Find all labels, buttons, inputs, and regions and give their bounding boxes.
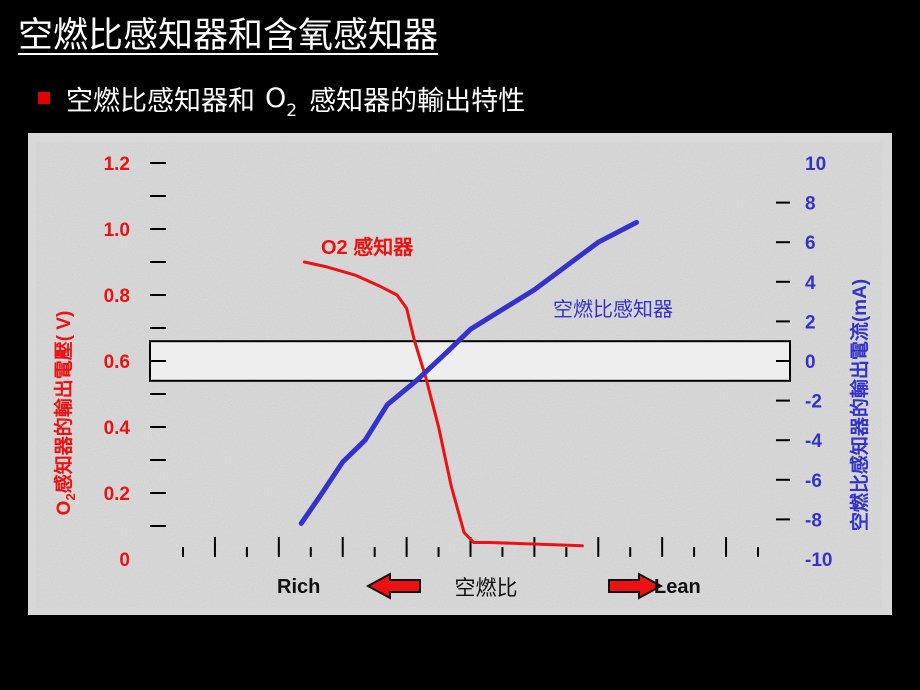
y-right-tick-label: -10 xyxy=(805,550,832,571)
bullet-text-suffix: 感知器的輸出特性 xyxy=(309,85,526,117)
bullet-formula-sub: 2 xyxy=(286,100,298,121)
y-left-tick-label: 0.4 xyxy=(104,418,131,439)
y-left-tick-label: 0.6 xyxy=(104,352,130,373)
y-right-tick-label: 0 xyxy=(805,352,816,373)
series-line-af xyxy=(298,219,640,526)
arrow-right-icon xyxy=(608,572,664,600)
bullet-square-icon xyxy=(38,92,50,104)
arrow-left-icon xyxy=(365,572,421,600)
x-axis-title: 空燃比 xyxy=(455,576,518,600)
bullet-text-prefix: 空燃比感知器和 xyxy=(66,85,255,117)
y-right-tick-label: 6 xyxy=(805,233,816,254)
y-right-tick-label: -4 xyxy=(805,431,822,452)
y-right-tick-label: 10 xyxy=(805,154,826,175)
y-left-tick-label: 0 xyxy=(119,550,130,571)
bullet-formula: O2 xyxy=(265,82,297,121)
y-right-axis-title: 空燃比感知器的輸出電流(mA) xyxy=(848,279,871,531)
series-label-af: 空燃比感知器 xyxy=(553,297,673,321)
y-left-tick-label: 0.8 xyxy=(104,286,130,307)
target-band xyxy=(149,340,791,382)
y-right-tick-label: -6 xyxy=(805,471,822,492)
y-right-tick-label: -8 xyxy=(805,510,822,531)
y-right-tick-label: 8 xyxy=(805,194,816,215)
y-right-tick-label: 4 xyxy=(805,273,816,294)
series-label-o2: O2 感知器 xyxy=(321,235,414,259)
bullet-formula-main: O xyxy=(265,82,287,114)
chart-panel: 0 0.2 0.4 0.6 0.8 1.0 1.2 -10 -8 -6 -4 -2 0 2 4 6 8 10 O2 … xyxy=(28,133,892,615)
x-left-label-rich: Rich xyxy=(277,576,320,598)
y-left-tick-label: 1.0 xyxy=(104,220,130,241)
y-right-tick-label: 2 xyxy=(805,312,816,333)
y-left-tick-label: 1.2 xyxy=(104,154,130,175)
y-right-tick-label: -2 xyxy=(805,392,822,413)
series-line-o2 xyxy=(302,260,584,548)
chart: 0 0.2 0.4 0.6 0.8 1.0 1.2 -10 -8 -6 -4 -2 0 2 4 6 8 10 O2 … xyxy=(36,142,882,608)
x-right-label-lean: Lean xyxy=(654,576,701,598)
y-left-tick-label: 0.2 xyxy=(104,484,130,505)
bullet-line: 空燃比感知器和 O2 感知器的輸出特性 xyxy=(38,80,526,121)
slide-title: 空燃比感知器和含氧感知器 xyxy=(18,16,439,56)
y-left-axis-title: O2感知器的輸出電壓( V) xyxy=(52,311,78,516)
